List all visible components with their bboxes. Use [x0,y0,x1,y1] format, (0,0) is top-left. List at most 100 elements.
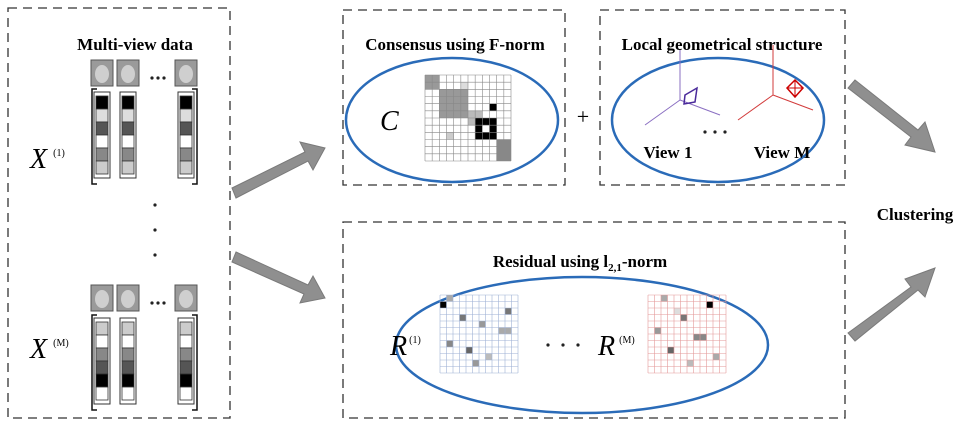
vector-cell [180,361,192,374]
vector-cell [96,387,108,400]
cell [486,354,493,361]
dot [576,343,579,346]
arrow [848,268,935,341]
axis [645,100,680,125]
output-label: Clustering [877,205,954,224]
vector-cell [96,148,108,161]
axis [773,95,813,110]
face [121,290,135,308]
dot [713,130,716,133]
matrix-label: R(1) [389,331,421,362]
vector-cell [96,109,108,122]
axis [680,100,720,115]
vector-cell [180,96,192,109]
dot [162,301,165,304]
vector-cell [96,96,108,109]
cell [668,347,675,354]
cell [447,132,454,139]
arrow [232,252,325,303]
cell [466,347,473,354]
cell [473,360,480,367]
face [95,65,109,83]
vector-cell [180,335,192,348]
vector-cell [180,135,192,148]
vector-cell [122,161,134,174]
vector-cell [96,161,108,174]
axis [738,95,773,120]
vector-cell [96,322,108,335]
multiview-title: Multi-view data [77,35,193,54]
vector-cell [122,122,134,135]
vector-cell [180,161,192,174]
dot [150,76,153,79]
vector-cell [180,374,192,387]
vector-cell [122,322,134,335]
dot [156,301,159,304]
cell [482,125,489,132]
dot [703,130,706,133]
vector-cell [122,135,134,148]
vector-cell [180,109,192,122]
vector-cell [180,322,192,335]
vector-cell [96,122,108,135]
local-ellipse [612,58,824,182]
dot [546,343,549,346]
cell [655,328,662,335]
vector-cell [122,348,134,361]
vector-cell [180,148,192,161]
vector-cell [180,122,192,135]
graph [684,88,697,104]
vector-cell [122,96,134,109]
vector-cell [180,348,192,361]
vector-cell [96,335,108,348]
vector-cell [122,374,134,387]
vector-cell [122,335,134,348]
local-title: Local geometrical structure [622,35,823,54]
vector-cell [96,374,108,387]
cell [661,295,668,302]
cell [447,341,454,348]
matrix-label: R(M) [597,331,635,362]
face [95,290,109,308]
cell [707,302,714,309]
plus: + [577,104,589,129]
consensus-title: Consensus using F-norm [365,35,545,54]
page: {"multiview": {"title": "Multi-view data… [0,0,967,427]
consensus-symbol: C [380,106,399,137]
dot [162,76,165,79]
face [121,65,135,83]
vector-cell [96,135,108,148]
view-name: View 1 [644,143,693,162]
vector-cell [122,361,134,374]
cell [674,308,681,315]
cell [681,315,688,322]
cell [687,360,694,367]
dot [723,130,726,133]
dot [153,228,156,231]
diagram: Multi-view data X(1) X(M) Consensus usin… [0,0,967,427]
residual-title: Residual using l2,1-norm [493,252,667,274]
cell [460,315,467,322]
view-label: X(1) [29,144,65,175]
cell [479,321,486,328]
vector-cell [122,387,134,400]
face [179,290,193,308]
dot [150,301,153,304]
vector-cell [122,109,134,122]
view-name: View M [754,143,811,162]
arrow [848,80,935,152]
face [179,65,193,83]
cell [447,295,454,302]
dot [156,76,159,79]
cell [461,82,468,89]
dot [561,343,564,346]
dot [153,203,156,206]
cell [713,354,720,361]
cell [490,104,497,111]
view-label: X(M) [29,334,69,365]
dot [153,253,156,256]
vector-cell [96,361,108,374]
vector-cell [122,148,134,161]
consensus-ellipse [346,58,558,182]
cell [505,308,512,315]
